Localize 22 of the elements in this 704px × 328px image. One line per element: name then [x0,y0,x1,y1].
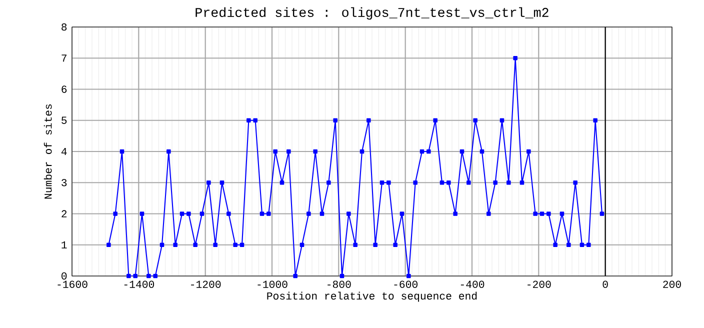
y-tick-label: 8 [62,23,67,31]
x-tick-label: 0 [602,280,608,288]
y-tick-label: 2 [62,210,67,218]
chart-title: Predicted sites : oligos_7nt_test_vs_ctrl_m2 [196,7,548,20]
x-tick-label: -800 [328,280,351,288]
y-axis-title: Number of sites [44,104,52,199]
x-axis-title: Position relative to sequence end [267,292,477,302]
x-tick-label: -600 [394,280,418,288]
y-tick-label: 5 [62,116,67,124]
x-tick-label: -1000 [258,280,288,288]
x-tick-label: -1400 [124,280,154,288]
y-tick-label: 3 [62,179,67,186]
x-tick-label: -400 [460,280,484,288]
y-tick-label: 0 [62,272,67,280]
y-tick-label: 7 [62,54,66,62]
y-tick-label: 6 [62,86,67,93]
x-tick-label: -1200 [191,280,221,288]
x-tick-label: 200 [663,280,681,288]
x-tick-label: -1600 [58,280,88,288]
y-tick-label: 4 [61,148,67,156]
x-tick-label: -200 [528,280,551,288]
y-tick-label: 1 [62,241,67,248]
